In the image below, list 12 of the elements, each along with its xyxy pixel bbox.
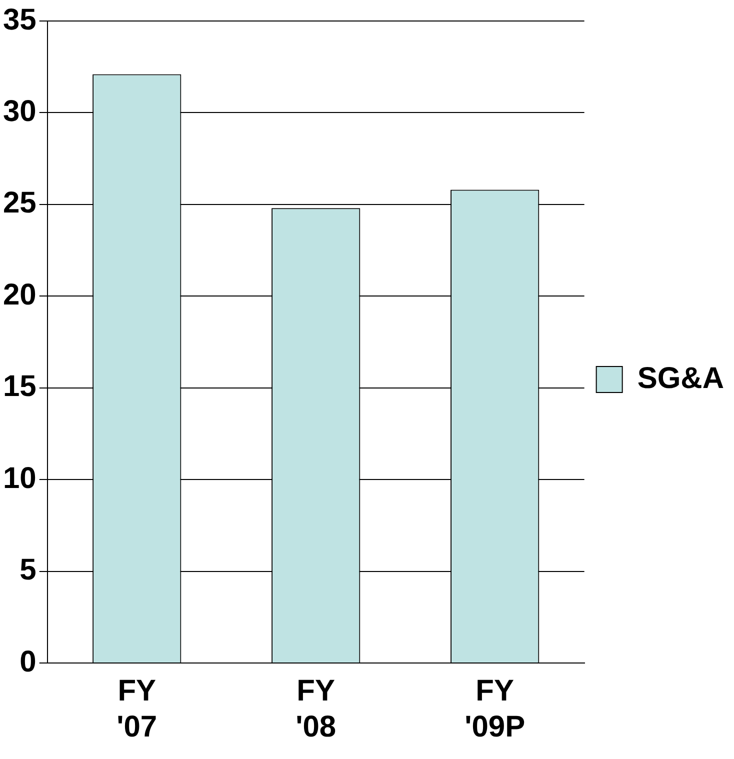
y-tick-label: 10 [2,462,36,495]
x-tick-label: FY '07 [116,674,158,744]
y-tick-label: 25 [2,186,36,220]
y-tick-label: 20 [2,278,36,312]
x-tick-label: FY '08 [296,674,336,744]
x-tick-label: FY '09P [464,674,526,744]
y-tick-label: 0 [20,645,36,678]
y-tick-label: 30 [2,94,36,128]
y-tick-label: 5 [20,554,36,587]
y-tick-label: 15 [2,370,36,404]
y-tick-label: 35 [2,3,36,36]
legend-label: SG&A [637,362,724,395]
